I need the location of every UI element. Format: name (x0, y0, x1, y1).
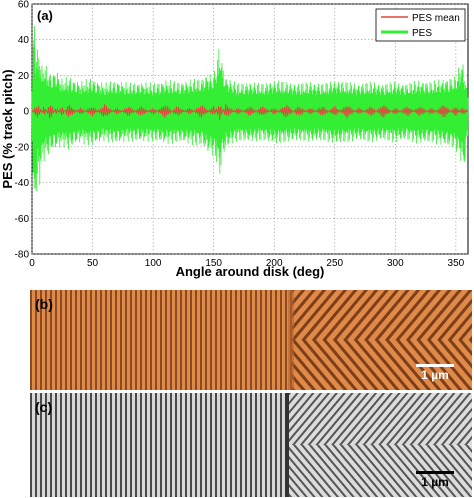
pes-series (31, 25, 469, 192)
y-tick-label: 20 (18, 71, 30, 82)
scale-bar-b: 1 µm (416, 364, 454, 382)
panel-b-label: (b) (35, 296, 53, 312)
scale-bar-b-text: 1 µm (421, 368, 449, 382)
pes-line (31, 25, 469, 192)
panel-c-label: (c) (35, 399, 53, 415)
y-tick-label: 60 (18, 0, 30, 11)
y-tick-label: -80 (15, 250, 30, 261)
scale-bar-c: 1 µm (416, 471, 454, 489)
x-tick-label: 100 (145, 258, 162, 269)
chart-legend: PES mean PES (375, 8, 466, 42)
y-axis-label: PES (% track pitch) (0, 69, 15, 188)
legend-pes-label: PES (412, 28, 432, 39)
y-tick-label: -60 (15, 214, 30, 225)
optical-micrograph-panel: (b) 1 µm (30, 290, 472, 390)
x-tick-label: 250 (326, 258, 343, 269)
y-tick-label: 40 (18, 35, 30, 46)
y-axis-ticks: -80 -60 -40 -20 0 20 40 60 (15, 0, 30, 261)
legend-pes-mean-label: PES mean (412, 13, 460, 24)
x-tick-label: 300 (387, 258, 404, 269)
pes-mean-series (31, 104, 469, 121)
scale-bar-c-text: 1 µm (421, 475, 449, 489)
x-tick-label: 150 (205, 258, 222, 269)
scale-bar-c-line (416, 471, 454, 474)
x-tick-label: 200 (266, 258, 283, 269)
x-axis-ticks: 0 50 100 150 200 250 300 350 (29, 258, 464, 269)
sem-micrograph-panel: (c) 1 µm (30, 393, 472, 497)
panel-a-label: (a) (37, 8, 53, 23)
x-tick-label: 350 (448, 258, 465, 269)
pes-mean-line (31, 104, 469, 121)
y-tick-label: -40 (15, 178, 30, 189)
y-tick-label: -20 (15, 142, 30, 153)
pes-chart: 0 50 100 150 200 250 300 350 -80 -60 -40 -20 0 20 40 6… (0, 0, 469, 279)
y-tick-label: 0 (23, 107, 29, 118)
x-axis-label: Angle around disk (deg) (176, 264, 325, 279)
x-tick-label: 50 (87, 258, 99, 269)
scale-bar-b-line (416, 364, 454, 367)
x-tick-label: 0 (29, 258, 35, 269)
